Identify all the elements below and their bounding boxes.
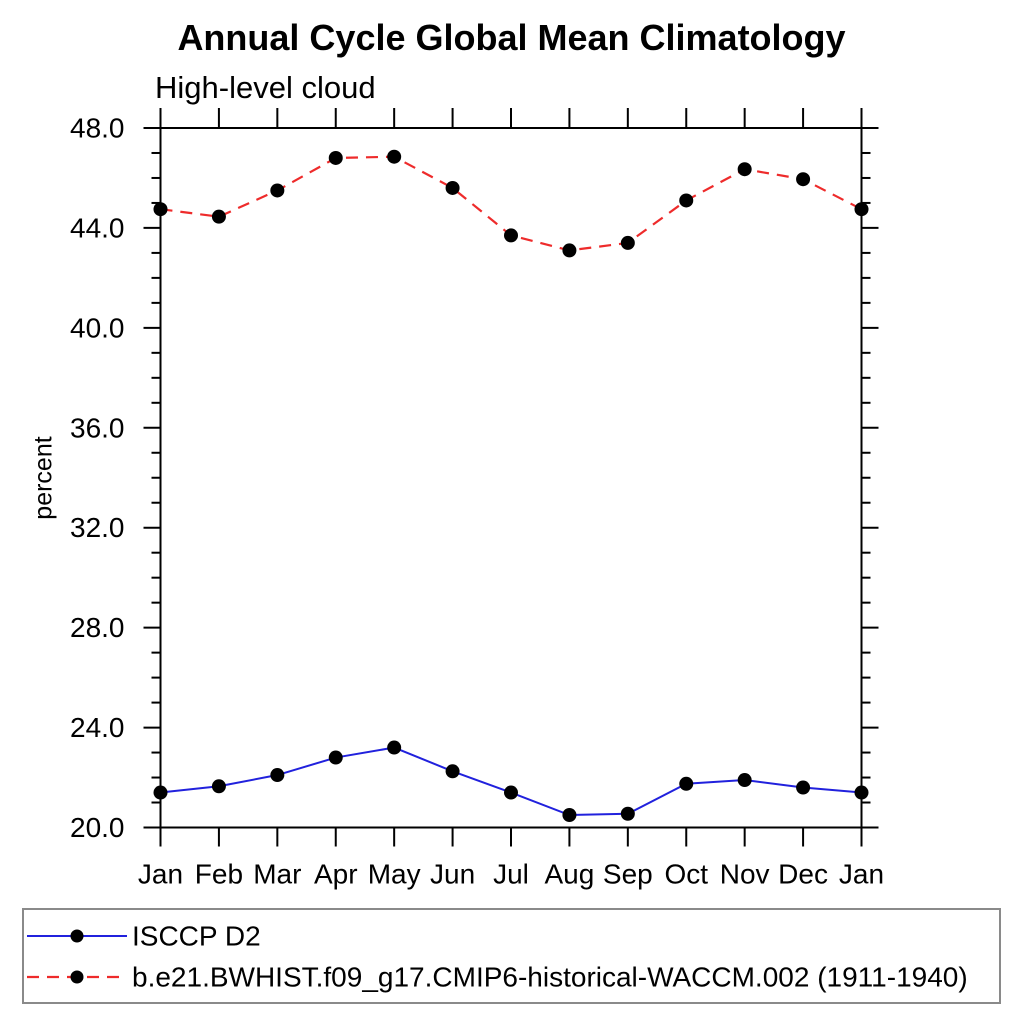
y-tick-label: 44.0 [70,212,125,243]
x-tick-label: Aug [545,859,595,890]
legend-marker-icon [70,929,84,943]
data-point-marker [270,183,285,198]
data-point-marker [270,768,285,783]
x-tick-label: May [368,859,421,890]
x-tick-label: Feb [195,859,243,890]
data-point-marker [153,202,168,217]
y-tick-label: 24.0 [70,712,125,743]
y-tick-label: 40.0 [70,312,125,343]
legend-box [22,908,1001,1004]
legend-marker-icon [70,970,84,984]
data-point-marker [796,780,811,795]
data-point-marker [562,808,577,823]
data-point-marker [679,193,694,208]
y-tick-label: 20.0 [70,812,125,843]
x-tick-label: Apr [314,859,358,890]
data-point-marker [737,162,752,177]
x-tick-label: Nov [720,859,770,890]
data-point-marker [445,764,460,779]
data-point-marker [737,773,752,788]
legend-label: b.e21.BWHIST.f09_g17.CMIP6-historical-WA… [132,962,968,993]
data-point-marker [445,180,460,195]
y-tick-label: 28.0 [70,612,125,643]
x-tick-label: Oct [664,859,708,890]
x-tick-label: Dec [778,859,828,890]
legend-item: ISCCP D2 [27,921,261,952]
data-point-marker [620,235,635,250]
series-line-0 [160,746,862,817]
data-point-marker [211,779,226,794]
data-point-marker [854,785,869,800]
x-tick-label: Jan [138,859,183,890]
data-point-marker [504,785,518,800]
y-tick-label: 36.0 [70,412,125,443]
chart-subtitle: High-level cloud [155,70,376,105]
y-tick-label: 48.0 [70,113,125,144]
data-point-marker [387,149,402,164]
data-point-marker [796,172,811,187]
x-tick-label: Jun [430,859,475,890]
data-point-marker [211,209,226,224]
y-tick-label: 32.0 [70,512,125,543]
x-tick-label: Jul [493,859,529,890]
data-point-marker [387,740,402,755]
x-tick-label: Mar [253,859,301,890]
data-point-marker [504,228,518,243]
data-point-marker [328,750,343,765]
legend-label: ISCCP D2 [132,921,261,952]
data-point-marker [620,806,635,821]
data-point-marker [328,150,343,165]
x-tick-label: Sep [603,859,653,890]
page-title: Annual Cycle Global Mean Climatology [177,17,846,58]
data-point-marker [153,785,168,800]
y-axis-label: percent [29,436,58,520]
x-tick-label: Jan [839,859,884,890]
data-point-marker [679,776,694,791]
data-point-marker [562,243,577,258]
data-point-marker [854,202,869,217]
legend-item: b.e21.BWHIST.f09_g17.CMIP6-historical-WA… [27,962,968,993]
